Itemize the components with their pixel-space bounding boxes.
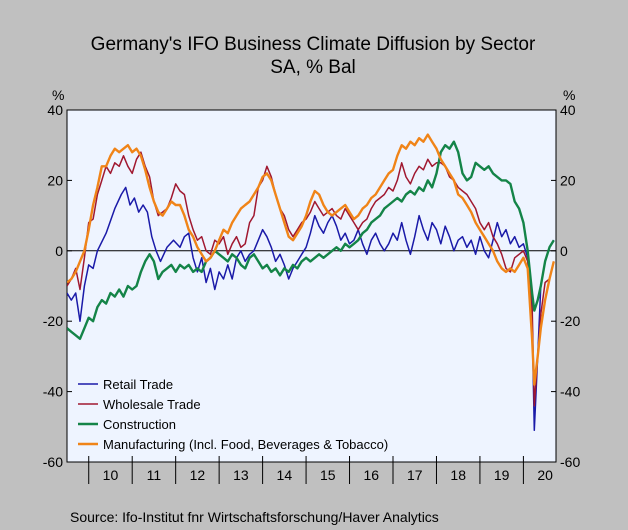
chart-subtitle: SA, % Bal	[270, 57, 356, 78]
legend-label-manufacturing: Manufacturing (Incl. Food, Beverages & T…	[103, 437, 388, 452]
x-tick-label: 19	[494, 467, 510, 483]
y-tick-label-right: -60	[560, 454, 580, 470]
y-axis-unit-left: %	[52, 87, 64, 103]
x-tick-label: 20	[537, 467, 553, 483]
series-line-manufacturing	[67, 133, 555, 386]
source-note: Source: Ifo-Institut fnr Wirtschaftsfors…	[70, 509, 439, 525]
x-tick-label: 18	[450, 467, 466, 483]
y-tick-label-left: -40	[43, 384, 63, 400]
y-tick-label-left: -60	[43, 454, 63, 470]
y-tick-label-left: 20	[47, 172, 63, 188]
chart-title: Germany's IFO Business Climate Diffusion…	[91, 34, 536, 55]
legend-label-wholesale: Wholesale Trade	[103, 397, 201, 412]
x-tick-label: 16	[363, 467, 379, 483]
legend-label-retail: Retail Trade	[103, 377, 173, 392]
y-axis-unit-right: %	[563, 87, 575, 103]
y-tick-label-right: 20	[560, 172, 576, 188]
legend-label-construction: Construction	[103, 417, 176, 432]
series-line-retail	[67, 186, 555, 432]
y-tick-label-left: 0	[55, 243, 63, 259]
x-tick-label: 13	[233, 467, 249, 483]
y-tick-label-right: 0	[560, 243, 568, 259]
x-tick-label: 10	[103, 467, 119, 483]
y-tick-label-right: -40	[560, 384, 580, 400]
legend: Retail Trade Wholesale Trade Construction M…	[78, 377, 388, 452]
x-tick-label: 14	[277, 467, 293, 483]
series-line-construction	[67, 140, 555, 340]
series-line-wholesale	[67, 151, 555, 407]
x-tick-label: 11	[147, 467, 162, 483]
x-tick-label: 17	[407, 467, 423, 483]
y-tick-label-right: -20	[560, 313, 580, 329]
x-tick-label: 12	[190, 467, 206, 483]
y-tick-label-left: -20	[43, 313, 63, 329]
y-tick-label-right: 40	[560, 102, 576, 118]
x-tick-label: 15	[320, 467, 336, 483]
y-tick-label-left: 40	[47, 102, 63, 118]
